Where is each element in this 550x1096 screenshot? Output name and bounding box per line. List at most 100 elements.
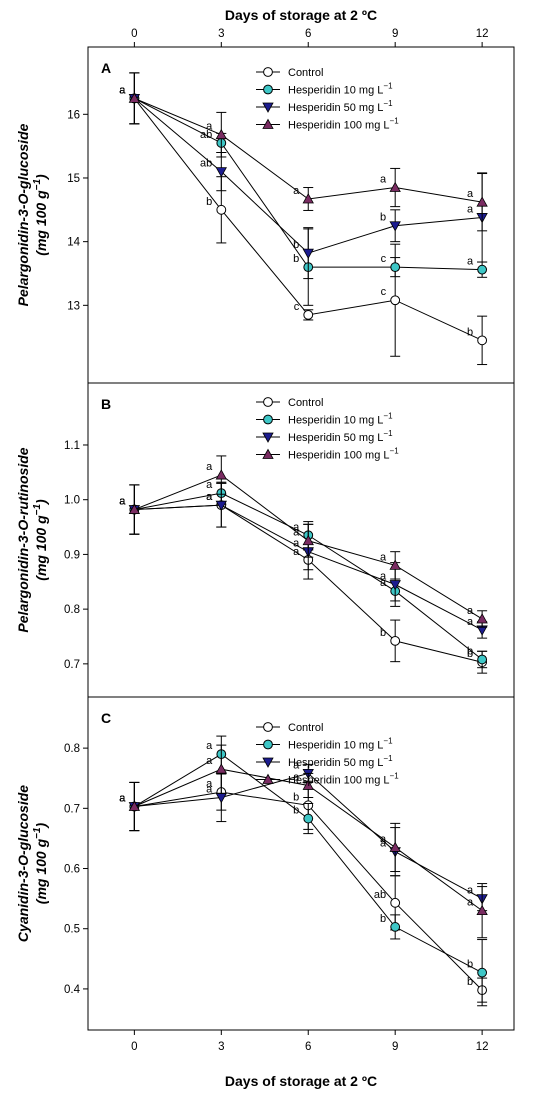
legend-entry: Hesperidin 10 mg L−1 — [288, 82, 393, 97]
legend-name: Hesperidin 100 mg L — [288, 120, 390, 132]
data-point-control — [390, 635, 401, 646]
y-axis-label-unit: (mg 100 g — [33, 190, 49, 256]
legend-entry: Hesperidin 50 mg L−1 — [288, 99, 393, 114]
legend-entry: Control — [288, 722, 323, 734]
legend-sup: −1 — [383, 99, 393, 108]
data-point-h10 — [477, 654, 488, 665]
legend-sup: −1 — [390, 447, 400, 456]
legend-marker-h10 — [263, 84, 273, 95]
y-axis-label-unit: (mg 100 g — [33, 515, 49, 581]
data-point-h100 — [476, 613, 488, 624]
significance-letter: a — [293, 527, 300, 539]
legend-sup: −1 — [383, 82, 393, 91]
legend-entry: Hesperidin 100 mg L−1 — [288, 117, 399, 132]
legend-name: Hesperidin 10 mg L — [288, 85, 383, 97]
legend-name: Hesperidin 50 mg L — [288, 757, 383, 769]
panel-label: B — [101, 396, 111, 412]
legend-sup: −1 — [383, 412, 393, 421]
y-axis-label-unit: (mg 100 g — [33, 838, 49, 904]
significance-letter: b — [380, 212, 386, 224]
bottom-tick-label: 12 — [476, 1041, 489, 1053]
significance-letter: a — [293, 771, 300, 783]
legend-name: Hesperidin 100 mg L — [288, 450, 390, 462]
data-point-h10 — [303, 813, 314, 824]
panel-label: A — [101, 60, 111, 76]
data-point-control — [390, 897, 401, 908]
significance-letter: b — [206, 196, 212, 208]
significance-letter: b — [293, 239, 299, 251]
data-point-h100 — [302, 779, 314, 790]
panel-B: B 0.7 0.8 0.9 1.0 1.1 Pelargonidin-3-O-rutinos… — [15, 382, 515, 698]
legend-entry: Control — [288, 397, 323, 409]
significance-letter: a — [206, 778, 213, 790]
data-point-h50 — [215, 167, 227, 178]
y-axis-label: Pelargonidin-3-O-glucoside (mg 100 g−1) — [15, 123, 49, 306]
bottom-tick-label: 6 — [305, 1041, 311, 1053]
significance-letter: a — [206, 479, 213, 491]
significance-letter: b — [293, 253, 299, 265]
legend-entry: Hesperidin 100 mg L−1 — [288, 772, 399, 787]
y-tick-label: 0.7 — [64, 659, 80, 671]
legend-marker-h100 — [262, 118, 274, 129]
significance-letter: a — [293, 521, 300, 533]
series-h100: a a a a a — [119, 744, 488, 939]
top-tick-label: 0 — [131, 28, 137, 40]
legend-sup: −1 — [383, 429, 393, 438]
data-point-h100 — [389, 559, 401, 570]
y-axis-label-close: ) — [33, 499, 49, 506]
top-axis-title: Days of storage at 2 ºC — [225, 7, 377, 23]
significance-letter: c — [381, 253, 387, 265]
significance-letter: a — [467, 885, 474, 897]
legend-marker-h100 — [262, 773, 274, 784]
data-point-h10 — [477, 967, 488, 978]
panel-A: A 13 14 15 16 Pelargonidin-3-O-glucoside (mg 1… — [15, 46, 515, 384]
y-tick-label: 1.0 — [64, 495, 80, 507]
significance-letter: a — [206, 461, 213, 473]
data-point-h10 — [390, 262, 401, 273]
data-point-h100 — [476, 196, 488, 207]
significance-letter: c — [381, 286, 387, 298]
top-tick-label: 9 — [392, 28, 398, 40]
y-tick-label: 1.1 — [64, 440, 80, 452]
y-axis-label-close: ) — [33, 822, 49, 829]
significance-letter: a — [293, 538, 300, 550]
significance-letter: a — [119, 793, 126, 805]
legend-marker-h10 — [263, 739, 273, 750]
legend-sup: −1 — [383, 754, 393, 763]
legend-marker-h50 — [262, 432, 274, 443]
top-tick-label: 12 — [476, 28, 489, 40]
data-point-control — [303, 309, 314, 320]
legend-name: Control — [288, 397, 323, 409]
y-axis-label: Cyanidin-3-O-glucoside (mg 100 g−1) — [15, 785, 49, 942]
bottom-tick-label: 9 — [392, 1041, 398, 1053]
legend-name: Hesperidin 50 mg L — [288, 102, 383, 114]
y-axis-label-line1: Pelargonidin-3-O-rutinoside — [15, 447, 31, 632]
legend-entry: Control — [288, 67, 323, 79]
legend-entry: Hesperidin 100 mg L−1 — [288, 447, 399, 462]
significance-letter: a — [293, 546, 300, 558]
legend-name: Control — [288, 722, 323, 734]
significance-letter: ab — [200, 158, 212, 170]
significance-letter: a — [467, 188, 474, 200]
legend-name: Hesperidin 10 mg L — [288, 415, 383, 427]
legend-name: Hesperidin 50 mg L — [288, 432, 383, 444]
data-point-h100 — [389, 841, 401, 852]
y-axis-label-line2: (mg 100 g−1) — [32, 174, 49, 256]
y-tick-label: 13 — [67, 300, 80, 312]
legend-entry: Hesperidin 50 mg L−1 — [288, 754, 393, 769]
data-point-h10 — [390, 922, 401, 932]
significance-letter: b — [467, 326, 473, 338]
panel-frame — [87, 46, 515, 384]
significance-letter: a — [380, 833, 387, 845]
significance-letter: a — [119, 84, 126, 96]
legend-entry: Hesperidin 10 mg L−1 — [288, 412, 393, 427]
significance-letter: b — [380, 913, 386, 925]
y-tick-label: 0.9 — [64, 549, 80, 561]
significance-letter: a — [119, 496, 126, 508]
